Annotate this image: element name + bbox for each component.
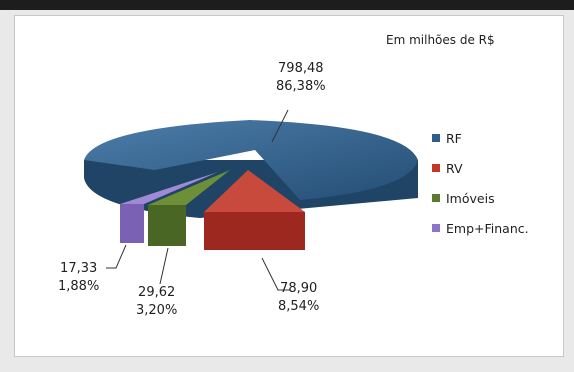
legend-swatch-emp xyxy=(432,224,440,232)
leader-rv xyxy=(261,257,290,291)
legend-label-imoveis: Imóveis xyxy=(446,190,495,206)
legend-swatch-rf xyxy=(432,134,440,142)
top-bar xyxy=(0,0,574,10)
callout-rf-value: 798,48 xyxy=(278,61,324,76)
legend-label-rf: RF xyxy=(446,130,462,146)
callout-emp: 17,33 1,88% xyxy=(58,260,99,296)
leader-rf xyxy=(271,109,289,143)
slice-emp-side xyxy=(120,204,144,243)
chart-note: Em milhões de R$ xyxy=(386,33,495,47)
callout-rf-percent: 86,38% xyxy=(276,79,326,94)
callout-imoveis-value: 29,62 xyxy=(138,285,176,300)
legend-label-emp: Emp+Financ. xyxy=(446,220,529,236)
callout-emp-percent: 1,88% xyxy=(58,279,100,294)
callout-rv: 78,90 8,54% xyxy=(278,280,319,316)
legend-item-rf: RF xyxy=(432,130,462,146)
slice-imoveis-top xyxy=(148,170,230,205)
callout-rv-percent: 8,54% xyxy=(278,299,320,314)
legend-label-rv: RV xyxy=(446,160,463,176)
slice-emp xyxy=(120,172,218,243)
legend-item-emp: Emp+Financ. xyxy=(432,220,529,236)
slice-rv-side xyxy=(204,212,305,250)
slice-emp-top xyxy=(120,172,218,204)
legend-item-rv: RV xyxy=(432,160,463,176)
callout-imoveis: 29,62 3,20% xyxy=(136,284,177,320)
leader-emp xyxy=(106,244,127,269)
leader-imoveis xyxy=(159,247,169,285)
slice-rf-top xyxy=(84,120,418,200)
callout-rv-value: 78,90 xyxy=(280,281,318,296)
slice-rv-top xyxy=(204,170,305,212)
callout-emp-value: 17,33 xyxy=(60,261,98,276)
slice-rv xyxy=(204,170,305,250)
slice-imoveis xyxy=(148,170,230,246)
callout-rf: 798,48 86,38% xyxy=(276,60,326,96)
legend-item-imoveis: Imóveis xyxy=(432,190,495,206)
slice-imoveis-side xyxy=(148,205,186,246)
legend-swatch-rv xyxy=(432,164,440,172)
callout-imoveis-percent: 3,20% xyxy=(136,303,178,318)
legend-swatch-imoveis xyxy=(432,194,440,202)
